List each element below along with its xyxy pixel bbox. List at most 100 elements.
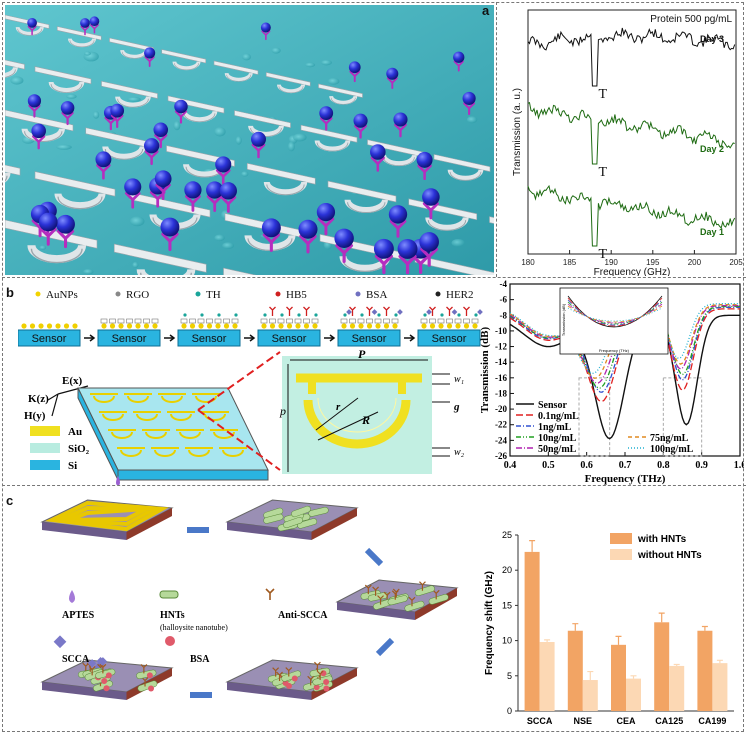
- material-label: SiO₂: [68, 443, 90, 455]
- protein-ball: [206, 181, 224, 199]
- y-tick-label: 20: [502, 565, 512, 575]
- unit-cell: [219, 447, 247, 457]
- aunp: [181, 323, 187, 329]
- y-tick-label: -20: [495, 404, 507, 414]
- rgo: [420, 318, 428, 324]
- aunp: [312, 323, 318, 329]
- th: [263, 313, 267, 317]
- ring-edge: [5, 175, 8, 182]
- rgo: [206, 318, 213, 324]
- bubble: [242, 53, 251, 61]
- aptes-icon: [69, 590, 75, 603]
- protein-ball: [56, 214, 75, 234]
- protein-ball: [334, 228, 354, 249]
- aunp: [198, 323, 204, 329]
- x-tick-label: 0.7: [619, 460, 632, 471]
- ring-edge: [383, 157, 415, 167]
- anti-scca: [432, 589, 440, 600]
- protein-ball: [154, 170, 172, 188]
- rgo: [214, 318, 222, 324]
- bubble: [127, 97, 141, 102]
- protein-ball: [38, 212, 58, 232]
- x-tick-label: CA199: [698, 716, 726, 726]
- x-tick-label: NSE: [574, 716, 593, 726]
- protein-ball: [393, 112, 408, 127]
- material-swatch: [30, 443, 60, 453]
- divider-a-vertical: [496, 2, 497, 277]
- rgo: [429, 318, 436, 324]
- antibody: [174, 110, 188, 124]
- rgo: [126, 318, 133, 324]
- antibody: [299, 234, 317, 254]
- hnt-tube: [308, 506, 329, 517]
- bsa-ball: [103, 685, 110, 692]
- protein-ball: [298, 219, 318, 239]
- legend-label: with HNTs: [637, 534, 687, 545]
- bar: [539, 642, 555, 711]
- bubble: [451, 238, 465, 247]
- zoom-ring-inner: [317, 397, 397, 433]
- ring: [67, 38, 97, 48]
- antibody: [155, 183, 171, 200]
- bubble: [287, 141, 295, 152]
- antibody: [61, 111, 74, 126]
- bar: [697, 630, 713, 711]
- antibody: [206, 195, 223, 212]
- antibody: [80, 25, 90, 36]
- bubble: [39, 245, 47, 250]
- anti-scca: [391, 590, 399, 600]
- x-tick-label: 0.6: [580, 460, 593, 471]
- aunp: [261, 323, 267, 329]
- anti-scca: [313, 661, 321, 672]
- ring-edge: [316, 142, 349, 152]
- legend-label: 10ng/mL: [538, 433, 577, 444]
- divider-bc: [2, 485, 746, 486]
- y-tick-label: -24: [495, 435, 507, 445]
- aunp: [126, 323, 133, 329]
- bubble: [222, 242, 235, 250]
- series-line: [509, 303, 740, 375]
- hb5: [446, 306, 453, 316]
- protein-ball: [31, 123, 46, 139]
- x-tick-label: 180: [521, 258, 535, 267]
- th: [377, 313, 381, 317]
- sensor-block-label: Sensor: [192, 333, 227, 345]
- material-swatch: [30, 426, 60, 436]
- hb5: [269, 306, 276, 316]
- inset-line: [567, 299, 663, 326]
- ring-edge: [69, 40, 95, 48]
- th: [280, 313, 284, 317]
- hnt-tube: [414, 585, 435, 596]
- rgo: [277, 318, 285, 324]
- x-tick-label: CA125: [655, 716, 683, 726]
- ring-edge: [347, 202, 386, 213]
- antibody: [374, 254, 393, 275]
- rail-bar: [101, 80, 158, 99]
- y-tick-label: -22: [495, 420, 507, 430]
- rail-bar: [265, 72, 311, 87]
- substrate-side: [311, 508, 357, 540]
- protein-ball: [219, 182, 237, 200]
- rail-bar: [489, 216, 494, 224]
- ring-edge: [427, 220, 467, 231]
- zoom-ring-outer: [303, 399, 411, 449]
- ring-edge: [449, 171, 482, 181]
- anti-scca: [88, 665, 96, 676]
- hnt-tube: [428, 593, 449, 605]
- x-tick-label: 200: [688, 258, 702, 267]
- ring: [102, 145, 146, 160]
- step-arrow: [164, 334, 176, 342]
- step-arrow: [404, 334, 416, 342]
- substrate-side: [126, 508, 172, 540]
- bubble: [83, 268, 94, 275]
- anti-scca: [99, 663, 107, 674]
- error-bar: [615, 635, 622, 645]
- spiral-coil: [44, 500, 169, 532]
- anti-scca: [141, 677, 149, 687]
- inset-line: [567, 305, 663, 323]
- legend-bsa: BSA: [190, 654, 210, 665]
- rgo: [143, 318, 150, 324]
- protein-ball: [462, 91, 476, 105]
- dim-p-label: p: [279, 404, 286, 418]
